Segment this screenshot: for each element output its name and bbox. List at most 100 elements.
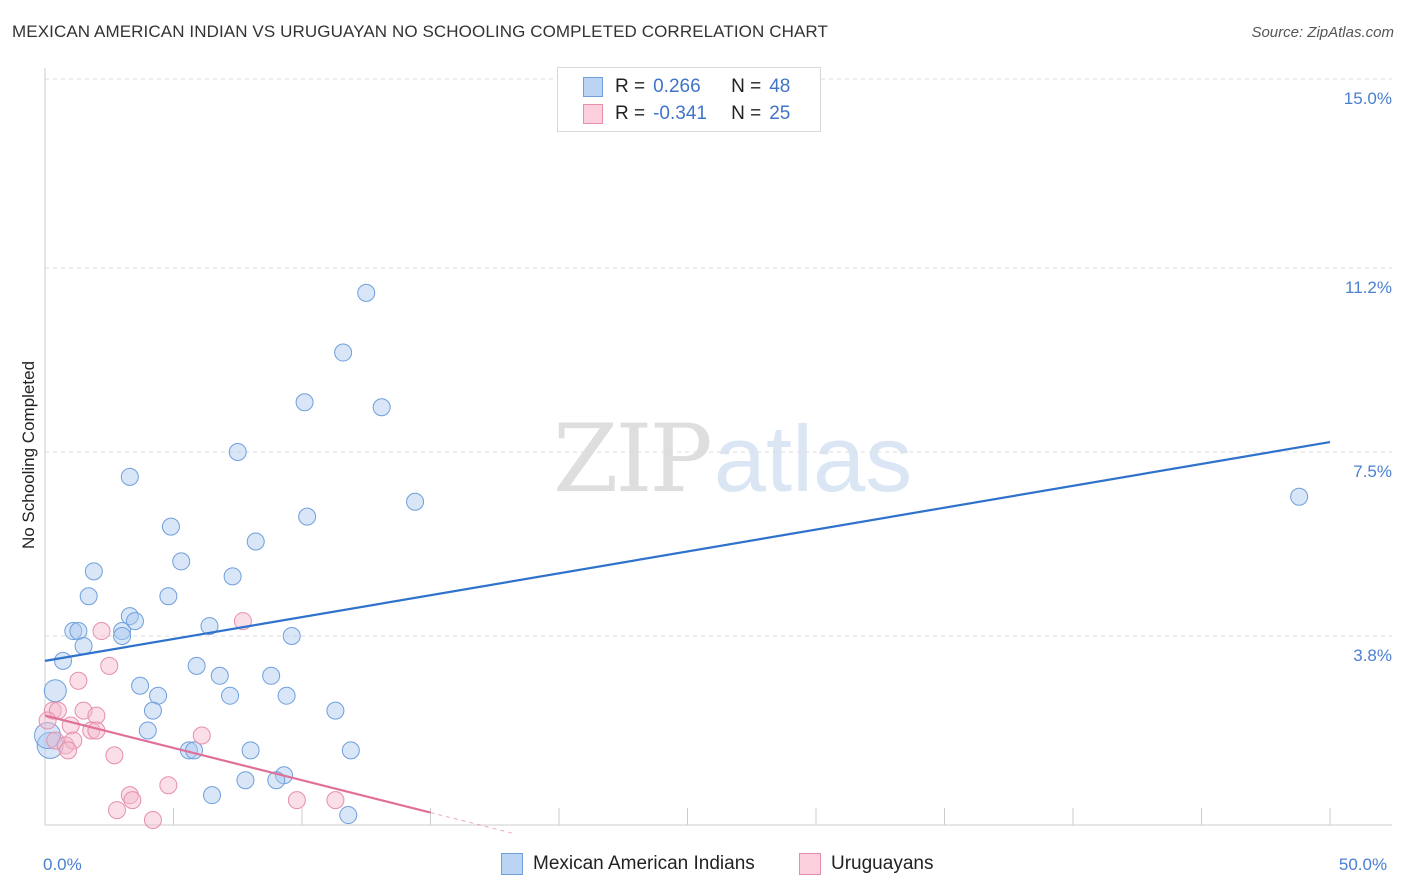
y-tick-label: 15.0% [1344,89,1392,108]
uruguayan-point [38,711,57,730]
mexican-american-indian-point [131,676,150,695]
chart-title: MEXICAN AMERICAN INDIAN VS URUGUAYAN NO … [12,22,828,41]
mexican-american-indian-point [203,786,222,805]
mexican-american-indian-point [298,507,317,526]
uruguayan-point [46,731,65,750]
uruguayan-point [69,671,88,690]
mexican-american-indian-point [187,656,206,675]
uruguayan-trend-extension [430,812,513,834]
grid-lines [45,78,1392,637]
blue-swatch-icon [501,853,523,875]
uruguayan-point [59,741,78,760]
n-value: 25 [769,103,791,124]
mexican-american-indian-point [200,617,219,636]
mexican-american-indian-point [172,552,191,571]
uruguayan-point [105,746,124,765]
mexican-american-indian-point [34,721,62,749]
uruguayan-point [120,786,139,805]
uruguayan-point [287,791,306,810]
mexican-american-indian-trend-line [44,440,1331,662]
stats-legend-row-blue: R = 0.266 N = 48 [583,75,790,99]
r-value: -0.341 [653,103,707,124]
mexican-american-indian-point [138,721,157,740]
mexican-american-indian-point [246,532,265,551]
mexican-american-indian-point [125,612,144,631]
y-tick-label: 3.8% [1353,646,1392,665]
mexican-american-indian-point [334,343,353,362]
mexican-american-indian-point [79,587,98,606]
mexican-american-indian-point [326,701,345,720]
x-tick-label: 50.0% [1339,855,1387,874]
mexican-american-indian-point [210,666,229,685]
uruguayan-point [192,726,211,745]
mexican-american-indian-point [223,567,242,586]
mexican-american-indian-point [149,686,168,705]
mexican-american-indian-point [295,393,314,412]
chart-source: Source: ZipAtlas.com [1251,24,1394,41]
mexican-american-indian-point [357,283,376,302]
mexican-american-indian-point [282,627,301,646]
data-points [34,283,1309,830]
pink-swatch-icon [799,853,821,875]
mexican-american-indian-point [341,741,360,760]
uruguayan-point [326,791,345,810]
uruguayan-point [64,731,83,750]
uruguayan-point [92,622,111,641]
mexican-american-indian-point [69,622,88,641]
n-value: 48 [769,76,791,97]
mexican-american-indian-point [161,517,180,536]
mexican-american-indian-point [113,622,132,641]
y-tick-label: 11.2% [1345,278,1392,297]
mexican-american-indian-point [267,771,286,790]
mexican-american-indian-point [236,771,255,790]
mexican-american-indian-point [372,398,391,417]
mexican-american-indian-point [339,806,358,825]
y-tick-label: 7.5% [1353,462,1392,481]
mexican-american-indian-point [64,622,83,641]
mexican-american-indian-point [159,587,178,606]
legend-label: Uruguayans [831,853,934,874]
mexican-american-indian-point [228,443,247,461]
tick-labels: 3.8% 7.5% 11.2% 15.0% 0.0% 50.0% [43,89,1392,874]
mexican-american-indian-point [120,467,139,486]
uruguayan-point [100,656,119,675]
mexican-american-indian-point [221,686,240,705]
axes [44,68,1392,826]
uruguayan-trend-line [44,714,431,814]
y-axis-label: No Schooling Completed [19,361,38,549]
mexican-american-indian-point [120,607,139,626]
n-label: N = [731,103,762,124]
uruguayan-point [123,791,142,810]
r-value: 0.266 [653,76,701,97]
uruguayan-point [143,811,162,830]
mexican-american-indian-point [241,741,260,760]
mexican-american-indian-point [143,701,162,720]
trend-lines [44,440,1331,834]
legend-label: Mexican American Indians [533,853,755,874]
r-label: R = [615,103,646,124]
mexican-american-indian-point [53,651,72,670]
mexican-american-indian-point [43,679,67,703]
uruguayan-point [107,801,126,820]
legend-item-mexican-american-indians[interactable]: Mexican American Indians [501,851,755,877]
mexican-american-indian-point [36,731,64,759]
mexican-american-indian-point [185,741,204,760]
mexican-american-indian-point [406,492,425,511]
n-label: N = [731,76,762,97]
pink-swatch-icon [583,104,603,124]
mexican-american-indian-point [277,686,296,705]
mexican-american-indian-point [113,627,132,646]
stats-legend: R = 0.266 N = 48 R = -0.341 N = 25 [557,67,821,132]
mexican-american-indian-point [262,666,281,685]
uruguayan-point [43,701,62,720]
blue-swatch-icon [583,77,603,97]
r-label: R = [615,76,646,97]
x-tick-label: 0.0% [43,855,82,874]
legend-item-uruguayans[interactable]: Uruguayans [799,851,933,877]
stats-legend-row-pink: R = -0.341 N = 25 [583,102,790,126]
uruguayan-point [159,776,178,795]
mexican-american-indian-point [74,636,93,655]
mexican-american-indian-point [84,562,103,581]
mexican-american-indian-point [1290,487,1309,506]
